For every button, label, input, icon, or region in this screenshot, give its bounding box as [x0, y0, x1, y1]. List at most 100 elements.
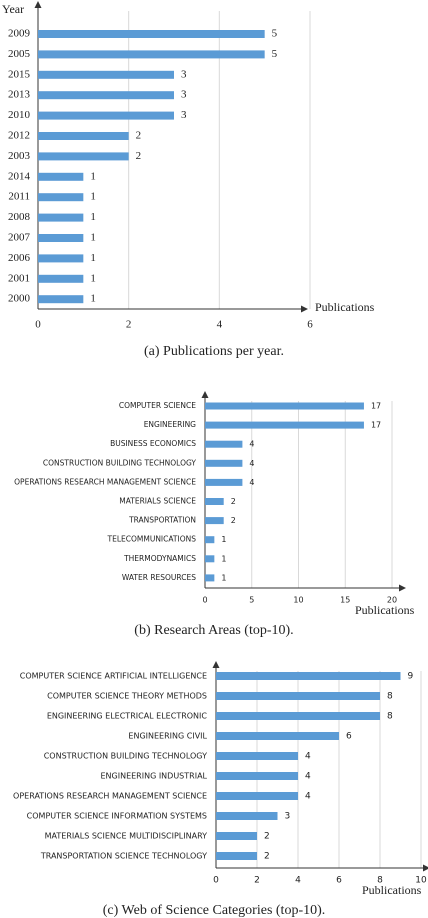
caption: (c) Web of Science Categories (top-10).: [103, 903, 326, 918]
y-tick-label: 2000: [8, 293, 31, 305]
y-tick-label: 2011: [8, 191, 30, 203]
x-tick-label: 10: [293, 596, 303, 605]
value-label: 3: [181, 109, 187, 121]
y-tick-label: TRANSPORTATION SCIENCE TECHNOLOGY: [40, 852, 207, 861]
y-tick-label: ENGINEERING: [144, 420, 196, 429]
value-label: 2: [136, 130, 142, 142]
bar: [38, 254, 84, 263]
y-tick-label: COMPUTER SCIENCE INFORMATION SYSTEMS: [27, 812, 207, 821]
value-label: 1: [221, 535, 226, 544]
x-tick-label: 20: [387, 596, 397, 605]
y-tick-label: MATERIALS SCIENCE MULTIDISCIPLINARY: [45, 832, 207, 841]
x-tick-label: 4: [217, 319, 223, 331]
arrow: [301, 305, 308, 313]
value-label: 4: [305, 752, 311, 762]
bar: [205, 459, 243, 467]
bar: [38, 274, 84, 283]
value-label: 1: [221, 554, 226, 563]
bar: [216, 672, 401, 680]
bar: [205, 536, 215, 544]
x-tick-label: 6: [307, 319, 313, 331]
x-axis-label: Publications: [362, 883, 422, 897]
y-tick-label: ENGINEERING ELECTRICAL ELECTRONIC: [47, 712, 208, 721]
x-tick-label: 2: [126, 319, 132, 331]
x-tick-label: 6: [336, 876, 342, 886]
value-label: 1: [90, 191, 96, 203]
y-tick-label: CONSTRUCTION BUILDING TECHNOLOGY: [43, 458, 197, 467]
value-label: 6: [346, 732, 352, 742]
y-tick-label: THERMODYNAMICS: [123, 554, 196, 563]
y-axis-label: Year: [2, 2, 24, 16]
value-label: 8: [387, 692, 393, 702]
value-label: 4: [305, 792, 311, 802]
y-tick-label: 2007: [8, 232, 31, 244]
caption: (a) Publications per year.: [144, 344, 284, 359]
value-label: 5: [272, 28, 278, 40]
x-axis-label: Publications: [315, 300, 375, 314]
y-tick-label: WATER RESOURCES: [122, 573, 196, 582]
y-tick-label: 2005: [8, 48, 31, 60]
value-label: 4: [249, 478, 254, 487]
y-tick-label: 2010: [8, 109, 31, 121]
value-label: 3: [285, 812, 291, 822]
bar: [216, 772, 298, 780]
value-label: 2: [231, 497, 236, 506]
bar: [205, 402, 364, 410]
y-tick-label: TRANSPORTATION: [128, 516, 196, 525]
value-label: 1: [90, 272, 96, 284]
bar: [205, 498, 224, 505]
value-label: 1: [90, 170, 96, 182]
y-tick-label: 2012: [8, 130, 30, 142]
y-tick-label: MATERIALS SCIENCE: [119, 497, 196, 506]
bar: [216, 832, 257, 840]
value-label: 17: [371, 421, 381, 430]
y-tick-label: 2014: [8, 170, 31, 182]
y-tick-label: COMPUTER SCIENCE: [119, 401, 196, 410]
y-tick-label: COMPUTER SCIENCE THEORY METHODS: [47, 692, 207, 701]
y-tick-label: 2013: [8, 89, 31, 101]
y-tick-label: 2006: [8, 252, 31, 264]
y-tick-label: OPERATIONS RESEARCH MANAGEMENT SCIENCE: [13, 792, 207, 801]
x-axis-label: Publications: [355, 603, 415, 617]
bar: [205, 478, 243, 486]
y-tick-label: 2003: [8, 150, 31, 162]
value-label: 4: [249, 459, 254, 468]
x-tick-label: 0: [202, 596, 207, 605]
y-tick-label: 2008: [8, 211, 31, 223]
bar: [38, 91, 174, 100]
x-tick-label: 4: [295, 876, 301, 886]
value-label: 4: [305, 772, 311, 782]
x-tick-label: 10: [415, 876, 427, 886]
y-tick-label: COMPUTER SCIENCE ARTIFICIAL INTELLIGENCE: [20, 672, 207, 681]
value-label: 1: [90, 232, 96, 244]
bar: [38, 111, 174, 120]
bar: [205, 574, 215, 582]
value-label: 1: [90, 211, 96, 223]
x-tick-label: 0: [213, 876, 219, 886]
value-label: 1: [90, 293, 96, 305]
x-tick-label: 5: [249, 596, 254, 605]
bar: [205, 421, 364, 429]
x-tick-label: 2: [254, 876, 260, 886]
bar: [216, 812, 278, 820]
y-tick-label: CONSTRUCTION BUILDING TECHNOLOGY: [44, 752, 207, 761]
y-tick-label: OPERATIONS RESEARCH MANAGEMENT SCIENCE: [14, 477, 196, 486]
value-label: 3: [181, 68, 187, 80]
value-label: 17: [371, 402, 381, 411]
arrow: [212, 661, 220, 668]
caption: (b) Research Areas (top-10).: [134, 623, 293, 638]
bar: [205, 517, 224, 525]
value-label: 2: [264, 832, 270, 842]
arrow: [423, 864, 428, 872]
bar: [38, 30, 265, 38]
value-label: 9: [408, 672, 414, 682]
bar: [205, 555, 215, 563]
value-label: 8: [387, 712, 393, 722]
bar: [216, 732, 339, 740]
bar: [216, 852, 257, 860]
arrow: [399, 584, 406, 592]
value-label: 2: [264, 852, 270, 862]
value-label: 2: [231, 516, 236, 525]
bar: [216, 692, 380, 700]
